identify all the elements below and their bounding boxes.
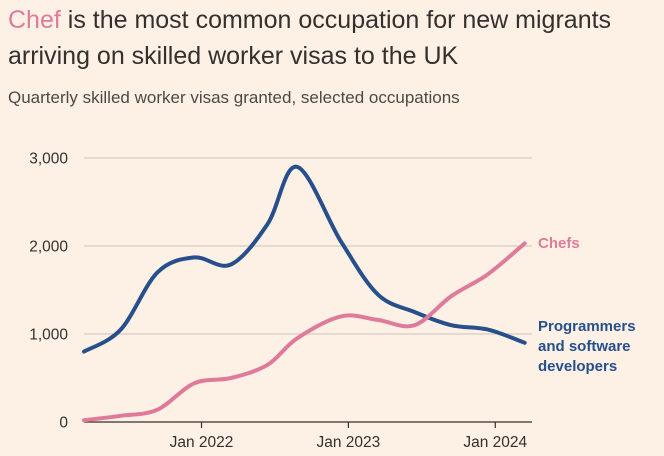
- series-line-programmers-and-software-developers: [82, 164, 527, 354]
- grid-layer: [84, 157, 532, 335]
- label-layer: Programmers and software developers Chefs: [538, 235, 636, 375]
- y-tick-label: 0: [59, 415, 68, 432]
- series-label-chefs: Chefs: [538, 235, 580, 252]
- y-tick-label: 3,000: [29, 151, 68, 168]
- y-tick-label: 1,000: [29, 327, 68, 344]
- series-layer: [82, 164, 527, 423]
- x-tick-label: Jan 2023: [317, 434, 381, 451]
- headline-accent: Chef: [8, 6, 61, 34]
- y-tick-label: 2,000: [29, 239, 68, 256]
- x-tick-label: Jan 2022: [170, 434, 234, 451]
- series-label-line: Chefs: [538, 235, 580, 252]
- axis-layer: 0 1,000 2,000 3,000 Jan 2022 Jan 2023 Jan 2024: [29, 151, 532, 451]
- series-label-line: and software: [538, 338, 631, 355]
- headline-text: is the most common occupation for new mi…: [8, 6, 612, 70]
- series-label-programmers-and-software-developers: Programmers and software developers: [538, 318, 636, 375]
- chart-subtitle: Quarterly skilled worker visas granted, …: [8, 88, 460, 107]
- x-tick-label: Jan 2024: [463, 434, 527, 451]
- chart-headline: Chef is the most common occupation for n…: [8, 2, 658, 74]
- series-label-line: developers: [538, 358, 617, 375]
- series-label-line: Programmers: [538, 318, 636, 335]
- series-line-chefs: [82, 241, 527, 423]
